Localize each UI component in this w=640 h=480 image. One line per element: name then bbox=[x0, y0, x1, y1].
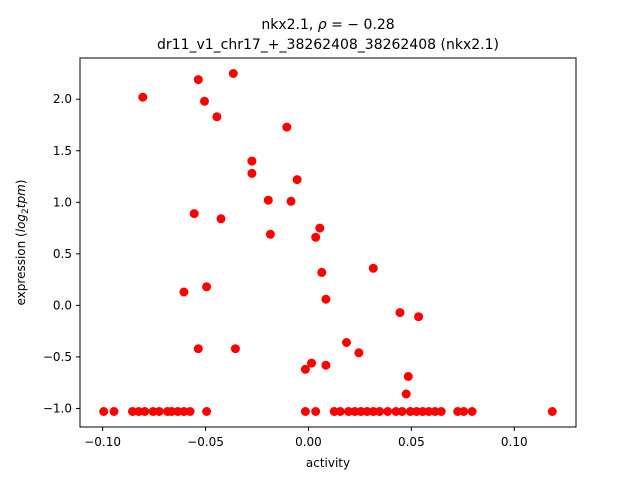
data-point-34 bbox=[128, 407, 137, 416]
y-tick-label-6: 2.0 bbox=[53, 92, 72, 106]
data-point-31 bbox=[401, 389, 411, 399]
data-point-53 bbox=[368, 407, 378, 416]
y-tick-label-0: −1.0 bbox=[43, 401, 72, 415]
data-point-9 bbox=[263, 195, 273, 205]
data-point-0 bbox=[138, 92, 148, 102]
data-point-33 bbox=[109, 407, 119, 416]
data-point-43 bbox=[185, 407, 195, 416]
data-point-11 bbox=[189, 209, 199, 219]
data-point-2 bbox=[228, 69, 238, 78]
chart-title-line1: nkx2.1, ρ = − 0.28 bbox=[261, 17, 394, 33]
data-point-12 bbox=[216, 214, 226, 224]
data-point-5 bbox=[282, 122, 292, 132]
y-tick-label-1: −0.5 bbox=[43, 350, 72, 364]
y-tick-label-3: 0.5 bbox=[53, 247, 72, 261]
data-point-30 bbox=[403, 372, 413, 381]
data-point-59 bbox=[412, 407, 421, 416]
data-point-54 bbox=[375, 407, 384, 416]
data-point-62 bbox=[430, 407, 440, 416]
data-point-8 bbox=[292, 175, 302, 185]
data-point-23 bbox=[342, 338, 351, 347]
data-point-52 bbox=[362, 407, 372, 416]
data-point-21 bbox=[395, 308, 405, 318]
data-point-65 bbox=[459, 407, 469, 416]
data-point-51 bbox=[356, 407, 366, 416]
data-point-55 bbox=[383, 407, 393, 416]
data-point-58 bbox=[405, 407, 415, 416]
x-tick-label-1: −0.05 bbox=[187, 435, 224, 449]
data-point-57 bbox=[397, 407, 407, 416]
data-point-6 bbox=[247, 156, 257, 166]
data-point-1 bbox=[193, 75, 203, 85]
data-point-63 bbox=[436, 407, 446, 416]
data-point-13 bbox=[315, 223, 325, 233]
data-point-36 bbox=[140, 407, 150, 416]
data-point-49 bbox=[344, 407, 354, 416]
plot-area-frame bbox=[79, 57, 577, 428]
data-point-38 bbox=[154, 407, 164, 416]
data-point-18 bbox=[202, 282, 212, 292]
data-point-22 bbox=[414, 312, 424, 322]
x-tick-label-3: 0.05 bbox=[398, 435, 425, 449]
y-axis-label: expression (log2tpm) bbox=[14, 180, 31, 306]
data-point-19 bbox=[179, 287, 189, 297]
data-point-48 bbox=[335, 407, 345, 416]
data-point-7 bbox=[247, 168, 257, 178]
data-point-20 bbox=[321, 294, 331, 304]
data-point-66 bbox=[467, 407, 477, 416]
data-point-27 bbox=[307, 358, 316, 368]
y-tick-label-4: 1.0 bbox=[53, 195, 72, 209]
data-point-40 bbox=[167, 407, 177, 416]
data-point-44 bbox=[202, 407, 212, 416]
data-points bbox=[99, 69, 557, 416]
data-point-25 bbox=[230, 344, 240, 354]
data-point-46 bbox=[311, 407, 321, 416]
data-point-15 bbox=[311, 232, 321, 242]
data-point-28 bbox=[321, 360, 331, 370]
data-point-32 bbox=[99, 407, 109, 416]
data-point-42 bbox=[179, 407, 189, 416]
data-point-61 bbox=[424, 407, 434, 416]
chart-title-line2: dr11_v1_chr17_+_38262408_38262408 (nkx2.… bbox=[157, 37, 499, 53]
data-point-26 bbox=[354, 348, 364, 358]
x-tick-label-4: 0.10 bbox=[501, 435, 528, 449]
y-tick-label-2: 0.0 bbox=[53, 298, 72, 312]
x-axis-ticks: −0.10 −0.05 0.00 0.05 0.10 bbox=[84, 427, 528, 449]
x-tick-label-2: 0.00 bbox=[295, 435, 322, 449]
data-point-16 bbox=[368, 263, 378, 273]
y-axis-ticks: −1.0 −0.5 0.0 0.5 1.0 1.5 2.0 bbox=[43, 92, 80, 415]
data-point-4 bbox=[212, 112, 222, 122]
y-tick-label-5: 1.5 bbox=[53, 144, 72, 158]
data-point-56 bbox=[391, 407, 401, 416]
data-point-24 bbox=[193, 344, 203, 354]
x-tick-label-0: −0.10 bbox=[84, 435, 121, 449]
data-point-3 bbox=[200, 96, 209, 106]
x-axis-label: activity bbox=[306, 456, 350, 470]
data-point-29 bbox=[300, 364, 310, 374]
data-point-17 bbox=[317, 267, 327, 277]
data-point-14 bbox=[265, 229, 275, 239]
data-point-10 bbox=[286, 196, 296, 206]
data-point-67 bbox=[547, 407, 557, 416]
data-point-45 bbox=[300, 407, 310, 416]
